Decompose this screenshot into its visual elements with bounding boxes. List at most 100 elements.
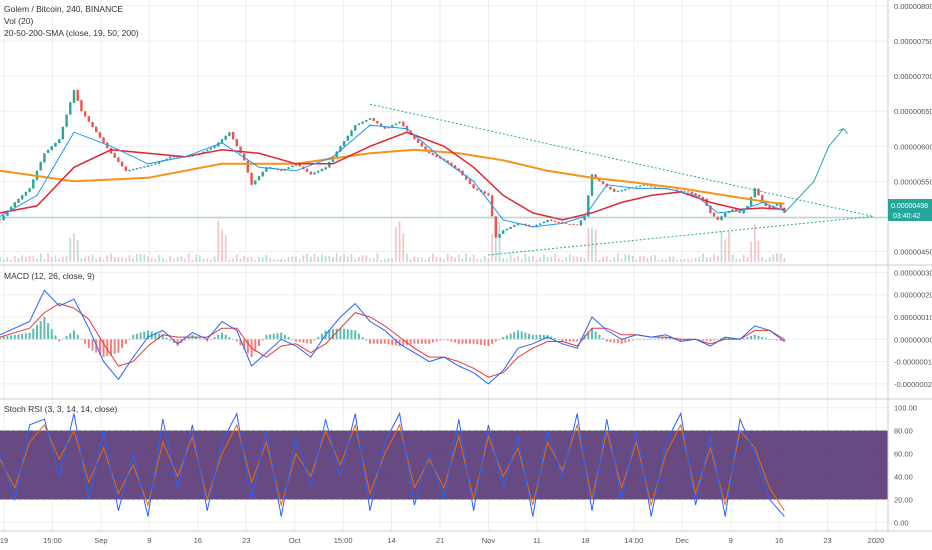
volume-bar	[513, 257, 516, 262]
volume-bar	[361, 255, 364, 262]
macd-histogram-bar	[576, 339, 579, 342]
volume-bar	[724, 239, 726, 262]
macd-histogram-bar	[176, 339, 179, 346]
x-tick-label: 9	[729, 536, 733, 545]
volume-bar	[73, 233, 75, 262]
volume-bar	[598, 259, 601, 262]
volume-bar	[387, 258, 390, 262]
volume-bar	[335, 253, 338, 262]
volume-bar	[384, 258, 386, 262]
macd-histogram-bar	[339, 328, 342, 340]
macd-histogram-bar	[542, 334, 545, 340]
macd-histogram-bar	[221, 332, 223, 340]
candle-body	[6, 211, 9, 216]
macd-histogram-bar	[517, 330, 519, 340]
macd-histogram-bar	[480, 339, 482, 345]
volume-bar	[25, 256, 27, 262]
macd-histogram-bar	[320, 333, 323, 340]
volume-bar	[395, 227, 397, 262]
candle-body	[157, 162, 161, 164]
macd-histogram-bar	[154, 332, 157, 340]
candle-body	[742, 209, 745, 214]
volume-bar	[184, 259, 186, 262]
volume-bar	[731, 254, 734, 262]
volume-bar	[380, 259, 382, 262]
candle-body	[61, 126, 65, 140]
macd-histogram-bar	[143, 331, 146, 340]
volume-bar	[487, 258, 490, 262]
candle-body	[291, 165, 294, 168]
candle-body	[453, 165, 457, 169]
volume-bar	[269, 258, 271, 262]
volume-bar	[191, 259, 194, 262]
y-tick-label: 0.00000550	[894, 177, 932, 186]
candle-body	[69, 102, 72, 115]
volume-bar	[717, 255, 719, 262]
candle-body	[372, 118, 375, 121]
volume-bar	[409, 259, 412, 262]
macd-histogram-bar	[591, 328, 593, 340]
volume-bar	[210, 259, 212, 262]
candle-body	[287, 167, 290, 169]
volume-bar	[713, 254, 715, 262]
candle-body	[365, 119, 368, 122]
volume-bar	[43, 259, 46, 262]
candle-body	[498, 233, 501, 238]
volume-bar	[398, 221, 401, 262]
y-tick-label: 0.00000010	[894, 313, 932, 322]
volume-bar	[683, 258, 686, 262]
y-tick-label: 80.00	[894, 427, 913, 436]
macd-histogram-bar	[372, 339, 375, 344]
macd-histogram-bar	[413, 339, 416, 344]
volume-bar	[435, 257, 438, 262]
macd-histogram-bar	[147, 330, 149, 340]
macd-histogram-bar	[295, 339, 297, 342]
candle-body	[83, 111, 87, 117]
macd-histogram-bar	[232, 339, 235, 340]
last-price: 0.00000498	[891, 203, 928, 210]
candle-body	[609, 186, 612, 190]
volume-bar	[646, 257, 649, 262]
volume-bar	[532, 255, 534, 262]
price-pane[interactable]	[0, 89, 888, 262]
candle-body	[731, 209, 734, 212]
candle-body	[638, 185, 642, 187]
macd-histogram-bar	[224, 334, 227, 340]
candle-body	[120, 161, 124, 167]
candle-body	[690, 191, 694, 194]
macd-histogram-bar	[117, 339, 120, 353]
volume-bar	[154, 258, 157, 262]
macd-histogram-bar	[50, 329, 53, 340]
stoch-rsi-pane[interactable]	[0, 411, 785, 517]
volume-bar	[143, 254, 146, 262]
candle-body	[450, 162, 453, 166]
macd-histogram-bar	[269, 334, 272, 340]
candle-body	[435, 154, 438, 157]
macd-histogram-bar	[639, 339, 642, 340]
volume-bar	[347, 256, 349, 262]
volume-bar	[58, 258, 60, 262]
macd-histogram-bar	[709, 339, 712, 342]
macd-histogram-bar	[394, 339, 397, 346]
volume-bar	[698, 256, 701, 262]
macd-histogram-bar	[98, 339, 101, 355]
macd-histogram-bar	[554, 338, 556, 340]
x-tick-label: Sep	[94, 536, 107, 545]
candle-body	[576, 224, 579, 226]
candle-body	[268, 166, 272, 169]
volume-bar	[450, 256, 453, 262]
volume-bar	[221, 229, 223, 262]
macd-pane[interactable]	[0, 289, 786, 385]
candle-body	[402, 121, 405, 127]
candle-body	[705, 198, 708, 206]
volume-bar	[224, 235, 227, 262]
macd-histogram-bar	[417, 339, 420, 344]
macd-histogram-bar	[195, 336, 198, 340]
macd-histogram-bar	[528, 333, 531, 340]
candle-body	[228, 132, 231, 137]
macd-histogram-bar	[505, 335, 508, 340]
macd-histogram-bar	[132, 334, 135, 340]
y-tick-label: 60.00	[894, 450, 913, 459]
candle-body	[394, 123, 398, 125]
